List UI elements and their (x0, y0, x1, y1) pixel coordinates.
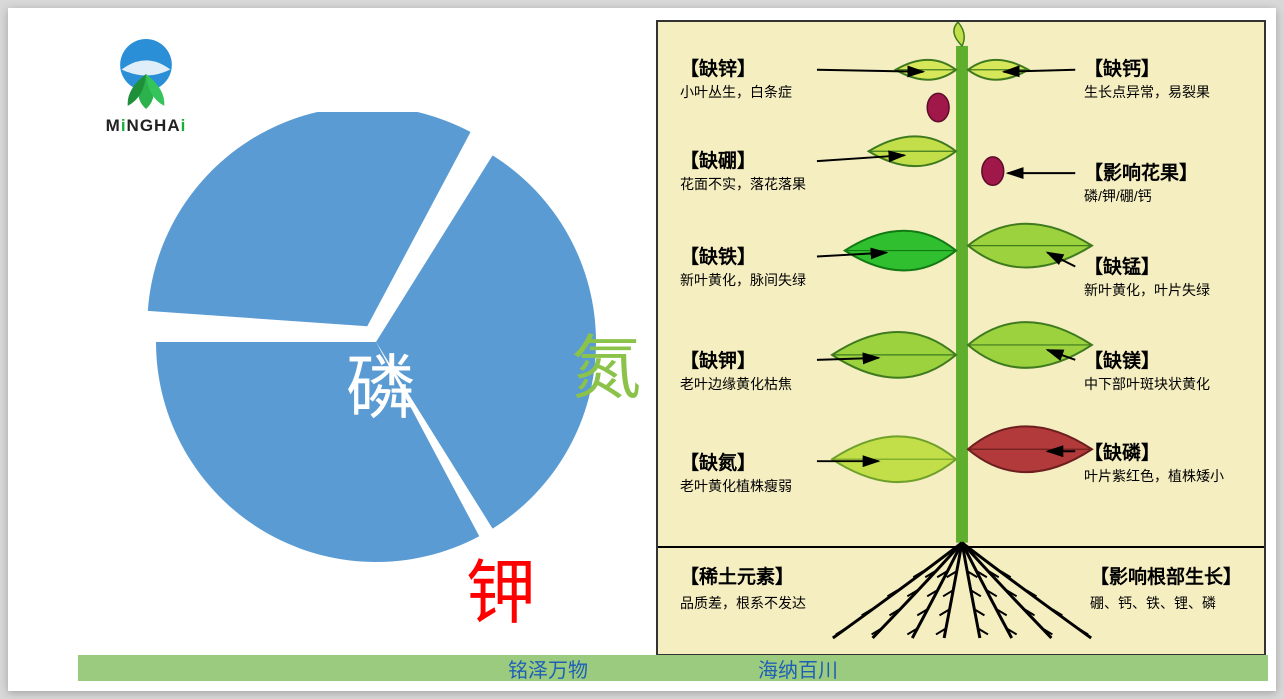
annot-k: 【缺钾】老叶边缘黄化枯焦 (680, 350, 792, 393)
slide: MiNGHAi 磷 氮 钾 【缺锌】小叶丛生，白条症 【缺硼】花面不实，落花落果… (8, 8, 1276, 691)
annot-p: 【缺磷】叶片紫红色，植株矮小 (1084, 442, 1224, 485)
npk-pie-chart: 磷 氮 钾 (146, 112, 606, 572)
pie-label-k: 钾 (466, 537, 536, 638)
annot-flower: 【影响花果】磷/钾/硼/钙 (1084, 162, 1198, 205)
stem (956, 46, 968, 543)
annot-fe: 【缺铁】新叶黄化，脉间失绿 (680, 246, 806, 289)
plant-svg (658, 22, 1264, 654)
plant-deficiency-diagram: 【缺锌】小叶丛生，白条症 【缺硼】花面不实，落花落果 【缺铁】新叶黄化，脉间失绿… (656, 20, 1266, 656)
annot-mg: 【缺镁】中下部叶斑块状黄化 (1084, 350, 1210, 393)
root-annot-right: 【影响根部生长】 硼、钙、铁、锂、磷 (1090, 562, 1242, 613)
annot-ca: 【缺钙】生长点异常，易裂果 (1084, 58, 1210, 101)
footer-bar: 铭泽万物 海纳百川 (78, 655, 1268, 681)
pie-label-n: 氮 (571, 312, 641, 413)
root (962, 543, 980, 638)
bud (982, 157, 1004, 185)
root (962, 543, 1091, 638)
pie-label-p: 磷 (346, 332, 416, 433)
bud (927, 93, 949, 121)
footer-text-right: 海纳百川 (758, 654, 838, 683)
annot-mn: 【缺锰】新叶黄化，叶片失绿 (1084, 256, 1210, 299)
footer-text-left: 铭泽万物 (508, 654, 588, 683)
root-annot-left: 【稀土元素】 品质差，根系不发达 (680, 562, 806, 613)
soil-line (658, 546, 1264, 548)
annot-b: 【缺硼】花面不实，落花落果 (680, 150, 806, 193)
annot-zn: 【缺锌】小叶丛生，白条症 (680, 58, 792, 101)
annot-n: 【缺氮】老叶黄化植株瘦弱 (680, 452, 792, 495)
logo-icon (108, 36, 184, 112)
